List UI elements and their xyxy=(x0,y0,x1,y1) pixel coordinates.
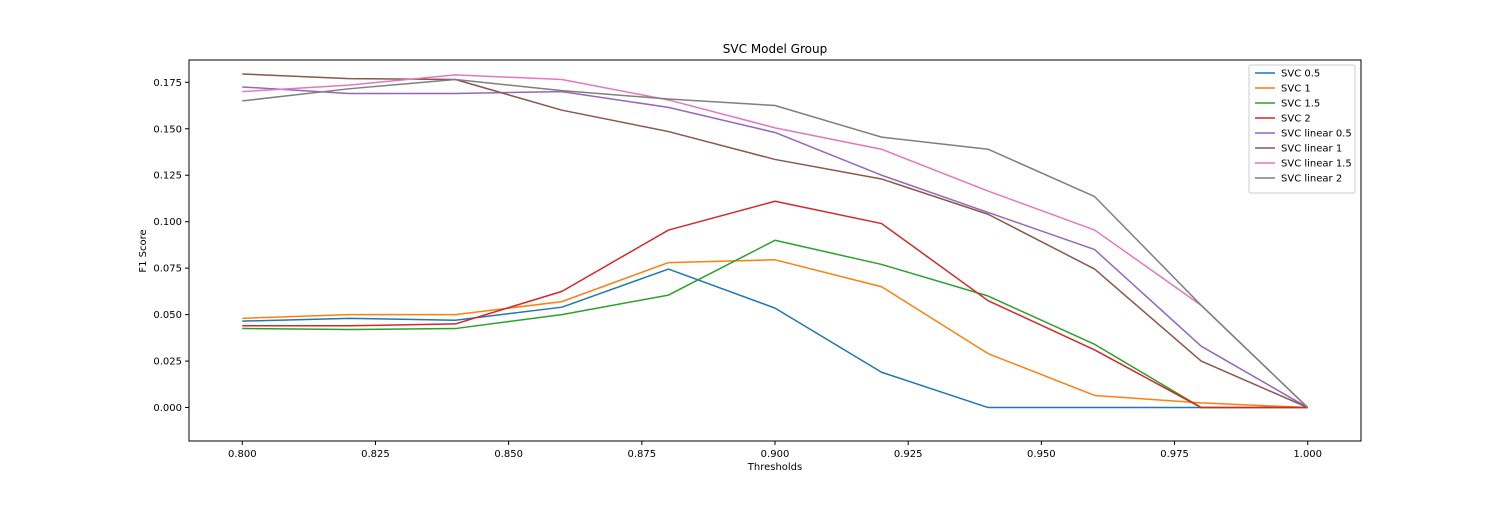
series-line-svc-2 xyxy=(242,200,1308,409)
x-tick-label: 0.900 xyxy=(761,449,790,460)
legend: SVC 0.5 SVC 1 SVC 1.5 SVC 2 SVC linear 0.5 SV… xyxy=(1248,64,1356,194)
x-tick-label: 0.925 xyxy=(894,449,923,460)
x-axis: 0.800 0.825 0.850 0.875 0.900 0.925 0.950 0.975… xyxy=(228,441,1322,460)
series-line-svc-0-5 xyxy=(242,268,1308,409)
y-tick-label: 0.125 xyxy=(153,171,182,182)
series-line-svc-linear-1-5 xyxy=(242,74,1309,409)
x-tick-label: 0.950 xyxy=(1027,449,1056,460)
x-tick-label: 0.850 xyxy=(494,449,523,460)
plot-area xyxy=(242,73,1309,409)
y-axis-label: F1 Score xyxy=(138,229,149,272)
legend-entry: SVC linear 1 xyxy=(1281,144,1342,155)
y-axis: 0.000 0.025 0.050 0.075 0.100 0.125 0.150 0.175 xyxy=(153,78,189,414)
series-line-svc-linear-0-5 xyxy=(242,86,1309,409)
legend-entry: SVC 1.5 xyxy=(1281,99,1320,110)
legend-entry: SVC linear 1.5 xyxy=(1281,159,1352,170)
x-tick-label: 0.800 xyxy=(228,449,257,460)
series-line-svc-linear-1 xyxy=(242,73,1309,409)
x-tick-label: 0.975 xyxy=(1160,449,1189,460)
y-tick-label: 0.100 xyxy=(153,217,182,228)
legend-entry: SVC linear 0.5 xyxy=(1281,129,1352,140)
legend-entry: SVC 0.5 xyxy=(1281,69,1320,80)
x-axis-label: Thresholds xyxy=(747,462,803,473)
legend-entry: SVC 1 xyxy=(1281,84,1311,95)
legend-box xyxy=(1248,64,1356,194)
x-tick-label: 0.825 xyxy=(361,449,390,460)
plot-frame xyxy=(188,59,1362,442)
y-tick-label: 0.000 xyxy=(153,403,182,414)
y-tick-label: 0.075 xyxy=(153,264,182,275)
y-tick-label: 0.050 xyxy=(153,310,182,321)
series-line-svc-1-5 xyxy=(242,239,1308,409)
x-tick-label: 1.000 xyxy=(1293,449,1322,460)
y-tick-label: 0.175 xyxy=(153,78,182,89)
y-tick-label: 0.150 xyxy=(153,124,182,135)
legend-entry: SVC 2 xyxy=(1281,114,1311,125)
x-tick-label: 0.875 xyxy=(627,449,656,460)
series-line-svc-linear-2 xyxy=(242,78,1309,409)
chart-title: SVC Model Group xyxy=(723,42,827,56)
series-line-svc-1 xyxy=(242,259,1308,409)
legend-entry: SVC linear 2 xyxy=(1281,174,1342,185)
y-tick-label: 0.025 xyxy=(153,357,182,368)
